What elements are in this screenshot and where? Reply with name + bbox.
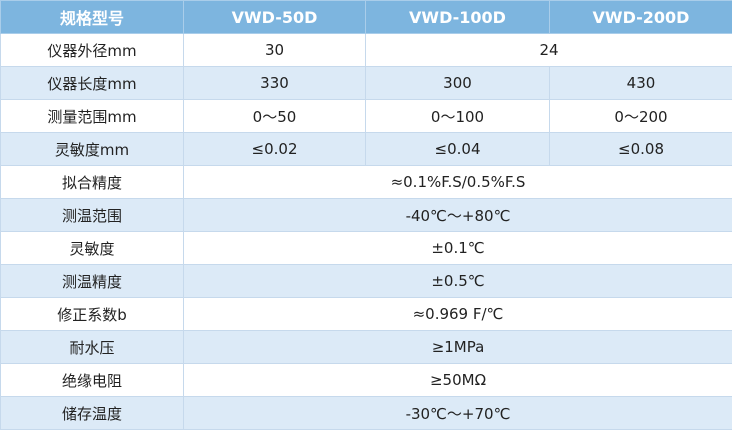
- row-label: 耐水压: [0, 330, 184, 364]
- row-label: 仪器外径mm: [0, 33, 184, 67]
- cell: ≈0.969 F/℃: [183, 297, 732, 331]
- table-row: 耐水压 ≥1MPa: [0, 330, 732, 364]
- table-row: 修正系数b ≈0.969 F/℃: [0, 297, 732, 331]
- table-body: 仪器外径mm 30 24 仪器长度mm 330 300 430 测量范围mm 0～50 0～100…: [0, 33, 732, 430]
- table-row: 仪器外径mm 30 24: [0, 33, 732, 67]
- table-row: 仪器长度mm 330 300 430: [0, 66, 732, 100]
- cell: ≤0.08: [549, 132, 732, 166]
- header-cell: VWD-100D: [365, 0, 550, 34]
- cell: 330: [183, 66, 366, 100]
- header-cell: 规格型号: [0, 0, 184, 34]
- table-row: 拟合精度 ≈0.1%F.S/0.5%F.S: [0, 165, 732, 199]
- row-label: 灵敏度: [0, 231, 184, 265]
- header-cell: VWD-200D: [549, 0, 732, 34]
- cell: 30: [183, 33, 366, 67]
- cell: 300: [365, 66, 550, 100]
- table-row: 灵敏度mm ≤0.02 ≤0.04 ≤0.08: [0, 132, 732, 166]
- cell: 0～200: [549, 99, 732, 133]
- cell: 0～50: [183, 99, 366, 133]
- row-label: 修正系数b: [0, 297, 184, 331]
- cell: 430: [549, 66, 732, 100]
- row-label: 测温范围: [0, 198, 184, 232]
- cell: 24: [365, 33, 732, 67]
- row-label: 仪器长度mm: [0, 66, 184, 100]
- table-row: 测量范围mm 0～50 0～100 0～200: [0, 99, 732, 133]
- table-row: 测温范围 -40℃～+80℃: [0, 198, 732, 232]
- table-row: 绝缘电阻 ≥50MΩ: [0, 363, 732, 397]
- table-row: 测温精度 ±0.5℃: [0, 264, 732, 298]
- cell: ≥50MΩ: [183, 363, 732, 397]
- row-label: 灵敏度mm: [0, 132, 184, 166]
- table-row: 灵敏度 ±0.1℃: [0, 231, 732, 265]
- table-row: 储存温度 -30℃～+70℃: [0, 396, 732, 430]
- row-label: 储存温度: [0, 396, 184, 430]
- cell: 0～100: [365, 99, 550, 133]
- row-label: 测量范围mm: [0, 99, 184, 133]
- cell: -40℃～+80℃: [183, 198, 732, 232]
- cell: ≤0.02: [183, 132, 366, 166]
- cell: ≈0.1%F.S/0.5%F.S: [183, 165, 732, 199]
- row-label: 测温精度: [0, 264, 184, 298]
- cell: ±0.5℃: [183, 264, 732, 298]
- row-label: 绝缘电阻: [0, 363, 184, 397]
- header-row: 规格型号 VWD-50D VWD-100D VWD-200D: [0, 0, 732, 34]
- cell: ±0.1℃: [183, 231, 732, 265]
- header-cell: VWD-50D: [183, 0, 366, 34]
- cell: ≥1MPa: [183, 330, 732, 364]
- cell: ≤0.04: [365, 132, 550, 166]
- row-label: 拟合精度: [0, 165, 184, 199]
- cell: -30℃～+70℃: [183, 396, 732, 430]
